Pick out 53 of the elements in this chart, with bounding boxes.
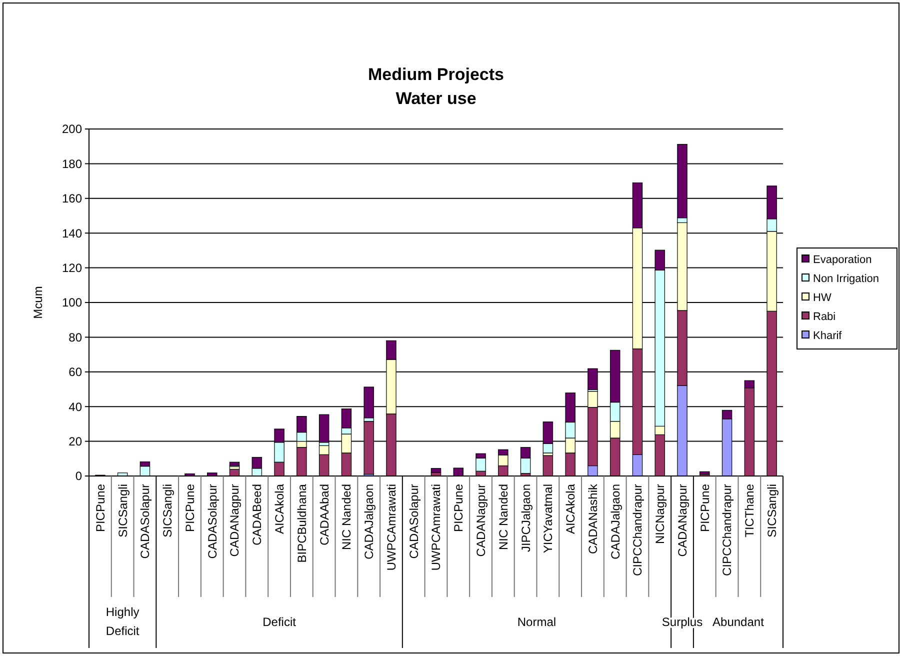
legend-label: Evaporation: [813, 254, 872, 266]
x-tick-label: AICAkola: [564, 484, 578, 534]
text: Abundant: [712, 615, 765, 629]
x-tick-label: CIPCChandrapur: [630, 484, 645, 576]
x-tick-label: SICSangli: [765, 484, 780, 538]
x-tick-label: CADAAbad: [317, 484, 332, 546]
x-tick-label: CADANashik: [586, 483, 600, 554]
x-tick-label: YICYavatmal: [541, 484, 556, 554]
y-axis-title: Mcum: [31, 286, 45, 319]
text: Highly Deficit: [106, 605, 140, 638]
x-tick-label: SICSangli: [116, 484, 130, 538]
y-tick-label: 20: [68, 434, 82, 448]
x-tick-label: CIPCChandrapur: [720, 484, 734, 576]
x-tick-label: SICSangli: [160, 484, 175, 538]
y-tick-label: 60: [68, 365, 82, 380]
x-tick-label: CADABeed: [250, 484, 264, 546]
y-tick-label: 180: [62, 156, 82, 171]
legend-label: Non Irrigation: [813, 272, 880, 285]
x-tick-label: CADASolapur: [205, 484, 220, 559]
y-tick-label: 120: [62, 261, 82, 275]
x-tick-label: CADASolapur: [138, 484, 152, 559]
text: Normal: [517, 615, 556, 629]
legend-label: HW: [813, 292, 832, 304]
y-tick-label: 100: [62, 296, 82, 310]
legend-label: Kharif: [813, 330, 843, 342]
y-tick-label: 140: [62, 226, 82, 240]
x-tick-label: CADANagpur: [474, 484, 488, 557]
chart-title: Medium Projects Water use: [368, 65, 504, 108]
x-tick-label: PICPune: [452, 484, 466, 532]
y-tick-label: 40: [68, 400, 82, 414]
x-tick-label: PICPune: [182, 484, 197, 532]
x-tick-label: CADANagpur: [675, 484, 690, 557]
text: Deficit: [262, 615, 297, 629]
y-tick-label: 160: [62, 192, 82, 206]
x-tick-label: CADAJalgaon: [608, 484, 622, 560]
legend-label: Rabi: [813, 310, 836, 323]
x-tick-label: CADANagpur: [228, 484, 242, 557]
x-tick-label: NICNagpur: [653, 484, 668, 544]
x-tick-label: NIC Nanded: [496, 484, 510, 550]
x-tick-label: CADASolapur: [406, 484, 421, 559]
x-tick-label: UWPCAmrawati: [384, 484, 398, 571]
y-tick-label: 80: [68, 330, 82, 344]
x-tick-label: CADAJalgaon: [362, 484, 376, 560]
x-tick-label: BIPCBuldhana: [294, 484, 309, 563]
x-tick-label: PICPune: [93, 484, 108, 532]
x-tick-label: AICAkola: [272, 484, 286, 534]
y-tick-label: 200: [62, 122, 82, 136]
x-tick-label: UWPCAmrawati: [429, 484, 444, 571]
x-tick-label: PICPune: [698, 484, 712, 532]
x-tick-label: TICThane: [742, 484, 757, 538]
x-tick-label: NIC Nanded: [340, 484, 354, 550]
y-tick-label: 0: [75, 469, 82, 484]
x-tick-label: JIPCJalgaon: [518, 484, 533, 552]
